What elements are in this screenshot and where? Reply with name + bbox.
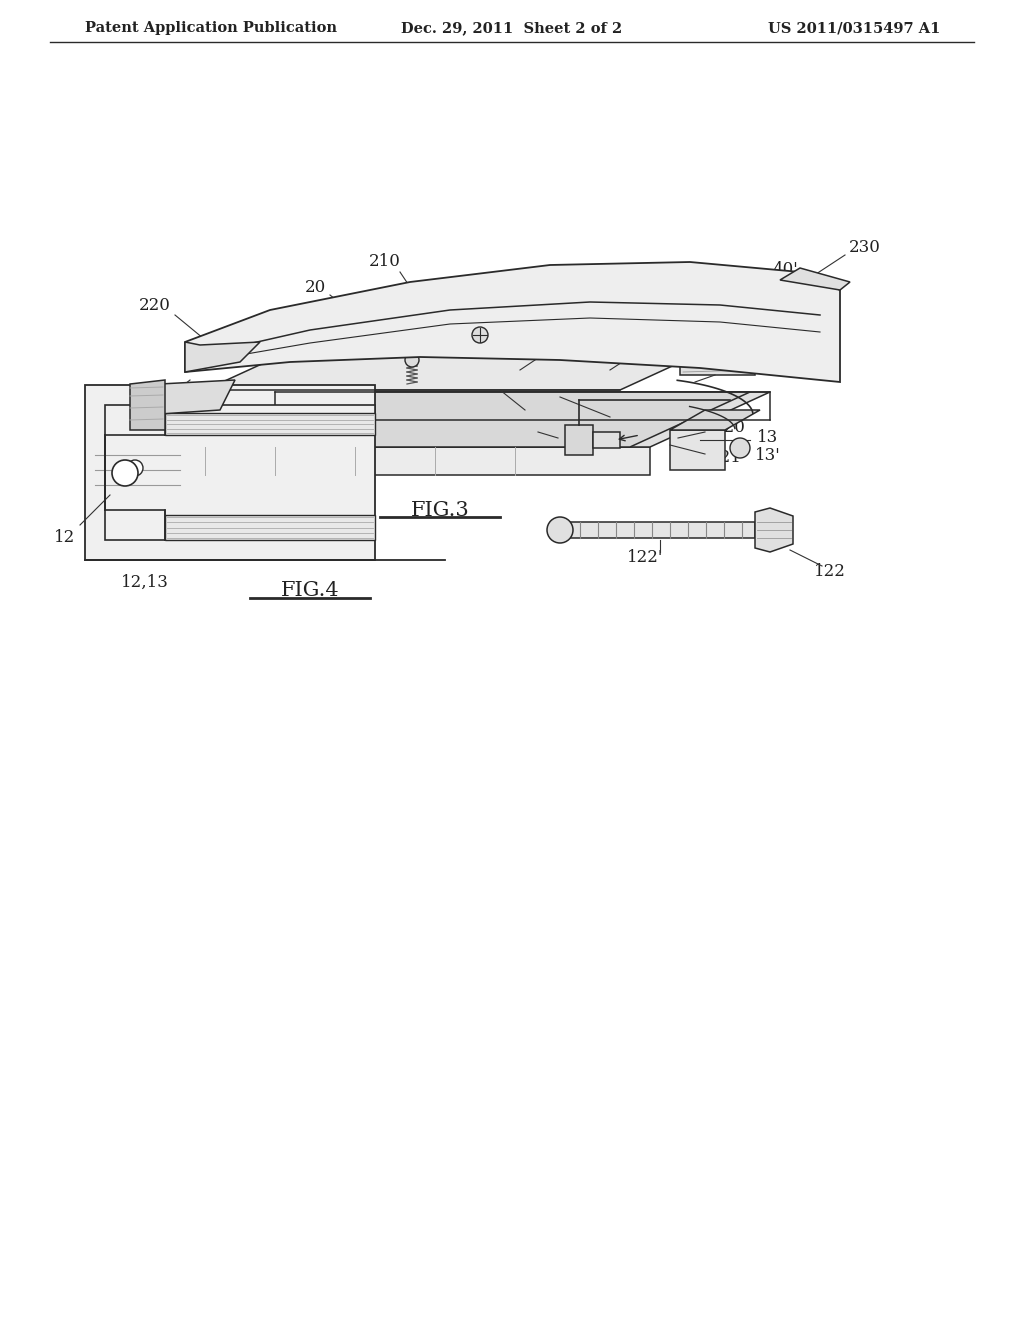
Polygon shape — [670, 411, 760, 430]
Polygon shape — [680, 319, 755, 375]
Polygon shape — [680, 302, 785, 319]
Text: FIG.3: FIG.3 — [411, 500, 469, 520]
Text: 122': 122' — [627, 549, 664, 566]
Polygon shape — [185, 342, 260, 372]
Circle shape — [127, 459, 143, 477]
Text: Z: Z — [425, 375, 435, 389]
Text: 120: 120 — [714, 420, 745, 437]
Polygon shape — [565, 425, 593, 455]
Text: 12': 12' — [198, 524, 223, 541]
Text: 40': 40' — [772, 261, 798, 279]
Circle shape — [112, 459, 138, 486]
Text: 122: 122 — [814, 564, 846, 581]
Text: 112: 112 — [254, 524, 286, 541]
Polygon shape — [670, 430, 725, 470]
Text: 110: 110 — [414, 424, 445, 441]
Text: 121: 121 — [503, 418, 535, 436]
Text: 12: 12 — [54, 528, 76, 545]
Text: 210: 210 — [369, 253, 401, 271]
Text: 12,13: 12,13 — [121, 573, 169, 590]
Text: Patent Application Publication: Patent Application Publication — [85, 21, 337, 36]
Polygon shape — [205, 335, 740, 389]
Circle shape — [406, 352, 419, 367]
Text: 13': 13' — [755, 447, 781, 465]
Circle shape — [547, 517, 573, 543]
Polygon shape — [155, 447, 650, 475]
Polygon shape — [85, 385, 375, 560]
Text: FIG.4: FIG.4 — [281, 581, 339, 599]
Polygon shape — [145, 380, 234, 414]
Text: 121': 121' — [712, 359, 749, 376]
Text: 220: 220 — [139, 297, 171, 314]
Polygon shape — [90, 400, 240, 430]
Polygon shape — [185, 392, 750, 447]
Polygon shape — [90, 400, 140, 506]
Text: 230: 230 — [849, 239, 881, 256]
Text: 40,40': 40,40' — [594, 342, 646, 359]
Text: Dec. 29, 2011  Sheet 2 of 2: Dec. 29, 2011 Sheet 2 of 2 — [401, 21, 623, 36]
Polygon shape — [780, 268, 850, 290]
Polygon shape — [90, 506, 190, 523]
Polygon shape — [165, 413, 375, 436]
Polygon shape — [185, 261, 840, 381]
Text: US 2011/0315497 A1: US 2011/0315497 A1 — [768, 21, 940, 36]
Circle shape — [472, 327, 488, 343]
Polygon shape — [105, 405, 375, 540]
Polygon shape — [155, 392, 770, 447]
Circle shape — [730, 438, 750, 458]
Text: 10: 10 — [554, 331, 575, 348]
Text: 240: 240 — [132, 401, 164, 418]
Polygon shape — [593, 432, 620, 447]
Polygon shape — [560, 521, 755, 539]
Polygon shape — [130, 380, 165, 430]
Text: 11: 11 — [529, 412, 551, 429]
Text: 20: 20 — [304, 279, 326, 296]
Text: 121": 121" — [711, 449, 750, 466]
Polygon shape — [755, 508, 793, 552]
Text: 10: 10 — [614, 418, 636, 436]
Polygon shape — [165, 515, 375, 540]
Text: 13: 13 — [758, 429, 778, 446]
Polygon shape — [90, 430, 190, 506]
